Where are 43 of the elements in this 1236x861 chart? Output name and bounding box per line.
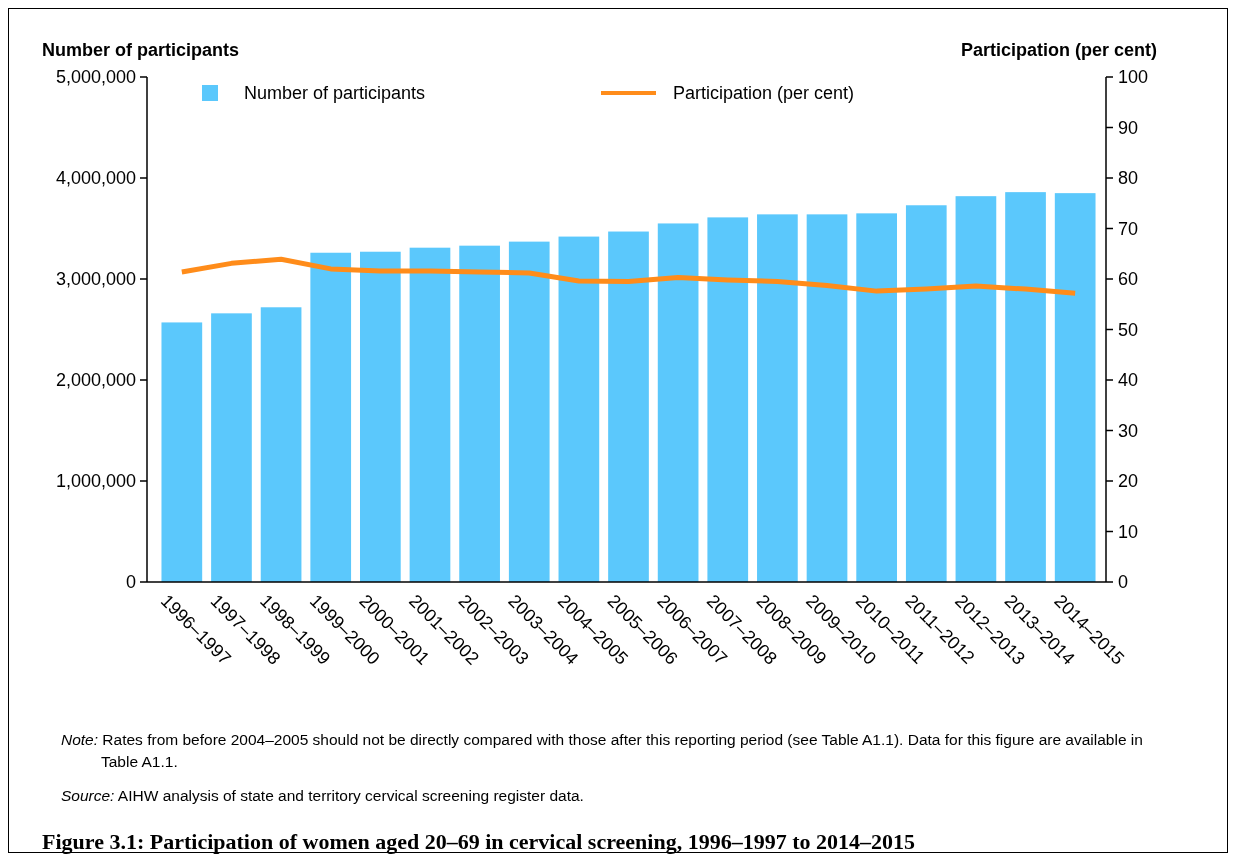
legend-label: Number of participants [244, 83, 426, 104]
y2-tick-label: 60 [1118, 269, 1139, 290]
text: Note: Rates from before 2004–2005 should not be directly compared with those after this reporting period (see Table A1.1). Data for this figure are available in Table A1.1. [61, 730, 1144, 772]
bar [558, 236, 600, 582]
y-tick-label: 5,000,000 [55, 67, 136, 88]
bar [905, 205, 947, 582]
bar [260, 307, 302, 582]
y2-tick-label: 0 [1118, 572, 1129, 593]
bar [508, 241, 550, 582]
y2-tick-label: 90 [1118, 117, 1139, 138]
y2-tick-label: 70 [1118, 218, 1139, 239]
y-axis-title: Number of participants [42, 40, 240, 60]
y2-tick-label: 10 [1118, 521, 1139, 542]
bar [360, 251, 401, 582]
bar [1005, 192, 1046, 582]
bar [310, 252, 352, 582]
bar [856, 213, 897, 582]
y2-axis-title: Participation (per cent) [960, 40, 1158, 60]
y-tick-label: 0 [125, 572, 136, 593]
y2-tick-label: 40 [1118, 370, 1139, 391]
y2-tick-label: 30 [1118, 420, 1139, 441]
y-tick-label: 2,000,000 [55, 370, 136, 391]
bar [608, 231, 649, 582]
source-note: Source: AIHW analysis of state and territory cervical screening register data. [61, 786, 585, 806]
text: Figure 3.1: Participation of women aged 20–69 in cervical screening, 1996–1997 to 2014–2015 [42, 829, 915, 855]
bar [459, 245, 500, 582]
y-tick-label: 3,000,000 [55, 269, 136, 290]
y2-tick-label: 50 [1118, 319, 1139, 340]
y-tick-label: 4,000,000 [55, 168, 136, 189]
y2-tick-label: 80 [1118, 168, 1139, 189]
bar [707, 217, 749, 582]
bar [657, 223, 699, 582]
y-tick-label: 1,000,000 [55, 471, 136, 492]
bar [211, 313, 252, 582]
bar [409, 247, 451, 582]
legend-label: Participation (per cent) [673, 83, 855, 104]
bar [955, 196, 997, 582]
bar [1054, 193, 1096, 582]
y2-tick-label: 20 [1118, 471, 1139, 492]
bar [161, 322, 203, 582]
bar [806, 214, 848, 582]
y2-tick-label: 100 [1118, 67, 1149, 88]
bar [757, 214, 798, 582]
